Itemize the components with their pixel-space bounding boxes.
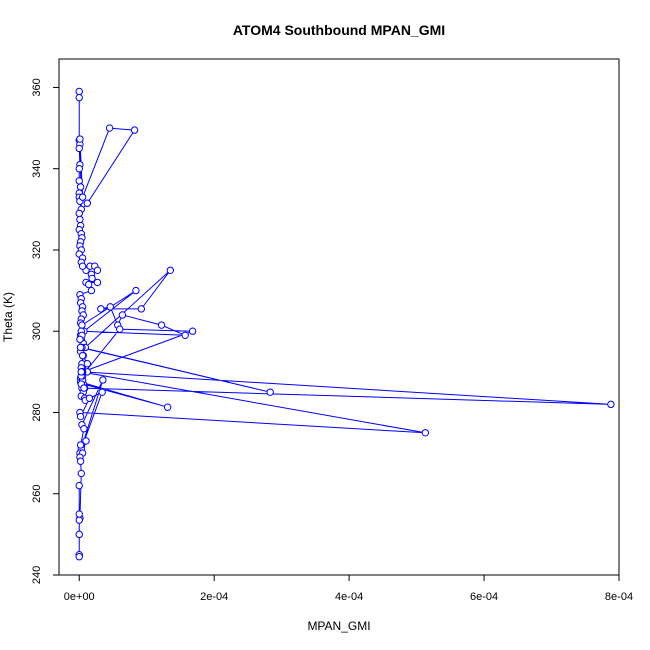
series-group [75,87,615,561]
data-point [98,388,106,396]
data-point [75,553,83,561]
x-axis: 0e+00 2e-04 4e-04 6e-04 8e-04 [64,574,633,603]
data-point [85,394,94,402]
data-point [130,126,139,134]
data-point [78,321,86,329]
chart-title: ATOM4 Southbound MPAN_GMI [233,22,445,38]
data-point [75,144,83,153]
data-point [607,400,615,409]
data-point [77,368,85,376]
data-point [75,209,83,218]
data-point [76,183,85,191]
data-point [76,215,84,224]
data-point [97,305,105,313]
data-point [76,343,85,352]
x-tick-label: 2e-04 [200,591,228,603]
data-point [99,376,107,384]
data-point [80,384,88,392]
data-point [78,262,87,270]
data-point [76,457,85,465]
data-point [157,321,166,329]
data-point [93,278,102,287]
data-point [163,403,172,411]
data-point [75,530,83,539]
data-point [75,93,83,102]
data-point [188,327,197,335]
data-point [77,469,85,478]
x-tick-label: 8e-04 [605,591,633,603]
data-point [83,199,92,207]
data-point [76,335,84,344]
data-point [78,193,87,201]
data-point [78,351,87,360]
x-tick-label: 0e+00 [64,591,95,603]
y-axis: 240 260 280 300 320 340 360 [31,78,60,584]
data-point [75,165,83,173]
data-point [266,388,274,396]
data-point [87,286,96,295]
data-point [132,286,140,295]
data-point [80,425,88,433]
data-point [76,135,84,143]
data-point [75,87,83,96]
data-point [105,124,114,132]
data-point [181,331,189,339]
plot-frame [58,58,620,576]
data-point [166,266,175,274]
y-tick-label: 300 [31,322,43,340]
data-point [93,266,102,274]
data-point [75,510,83,518]
data-point [75,516,83,524]
data-point [76,412,85,421]
data-point [75,481,83,490]
y-tick-label: 360 [31,78,43,96]
data-point [75,177,83,185]
data-point [82,437,90,445]
x-tick-label: 6e-04 [470,591,498,603]
y-tick-label: 280 [31,403,43,421]
y-tick-label: 260 [31,485,43,503]
data-point [88,274,96,283]
data-point [84,280,93,289]
data-point [106,303,114,311]
data-point [137,305,146,313]
x-axis-label: MPAN_GMI [307,619,370,633]
y-tick-label: 320 [31,241,43,259]
y-tick-label: 340 [31,160,43,178]
y-axis-label: Theta (K) [1,292,15,342]
x-tick-label: 4e-04 [335,591,363,603]
data-point [116,325,124,333]
data-point [76,441,85,449]
data-point [83,360,92,368]
data-point [421,429,430,437]
y-tick-label: 240 [31,566,43,584]
data-point [118,311,127,319]
